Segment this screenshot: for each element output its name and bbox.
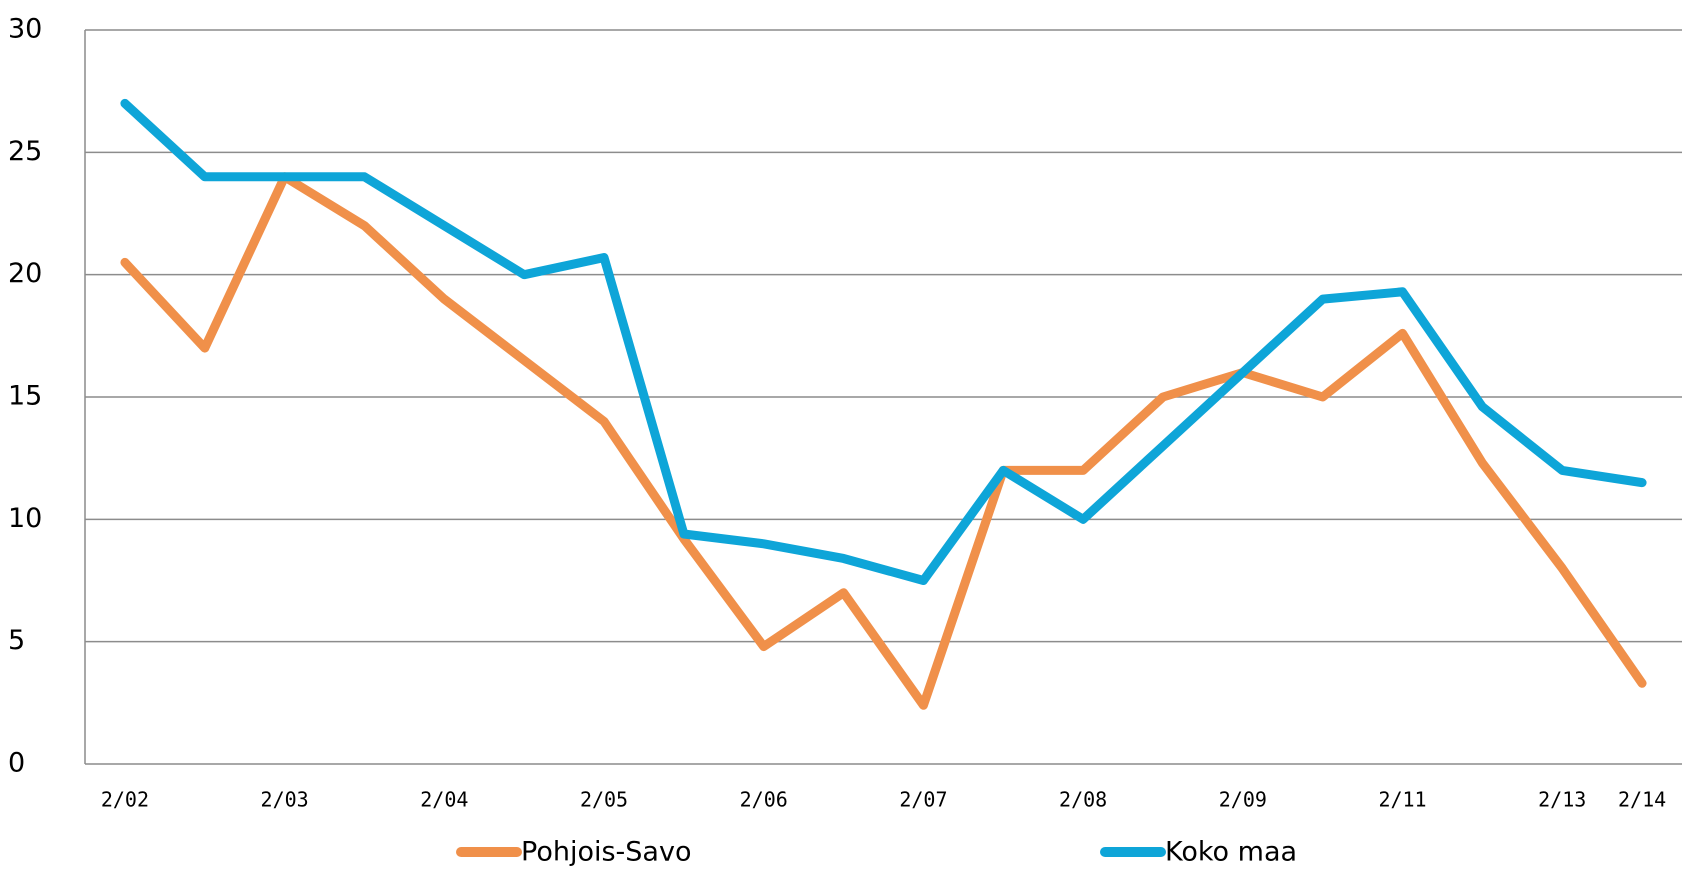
y-tick-label: 5: [8, 625, 25, 656]
y-tick-label: 25: [8, 136, 42, 167]
x-tick-label: 2/11: [1378, 788, 1426, 812]
x-tick-label: 2/03: [261, 788, 309, 812]
y-tick-label: 15: [8, 381, 42, 412]
y-tick-label: 0: [8, 748, 25, 779]
x-tick-label: 2/07: [899, 788, 947, 812]
x-tick-label: 2/13: [1538, 788, 1586, 812]
x-tick-label: 2/04: [420, 788, 468, 812]
y-tick-label: 10: [8, 503, 42, 534]
y-tick-label: 30: [8, 14, 42, 45]
legend-label: Koko maa: [1165, 837, 1297, 868]
x-tick-label: 2/14: [1618, 788, 1666, 812]
x-tick-label: 2/02: [101, 788, 149, 812]
legend-label: Pohjois-Savo: [521, 837, 691, 868]
x-tick-label: 2/08: [1059, 788, 1107, 812]
y-tick-label: 20: [8, 258, 42, 289]
x-tick-label: 2/09: [1219, 788, 1267, 812]
series-line: [120, 172, 1647, 710]
x-tick-label: 2/06: [740, 788, 788, 812]
series-line: [120, 98, 1647, 585]
x-tick-label: 2/05: [580, 788, 628, 812]
